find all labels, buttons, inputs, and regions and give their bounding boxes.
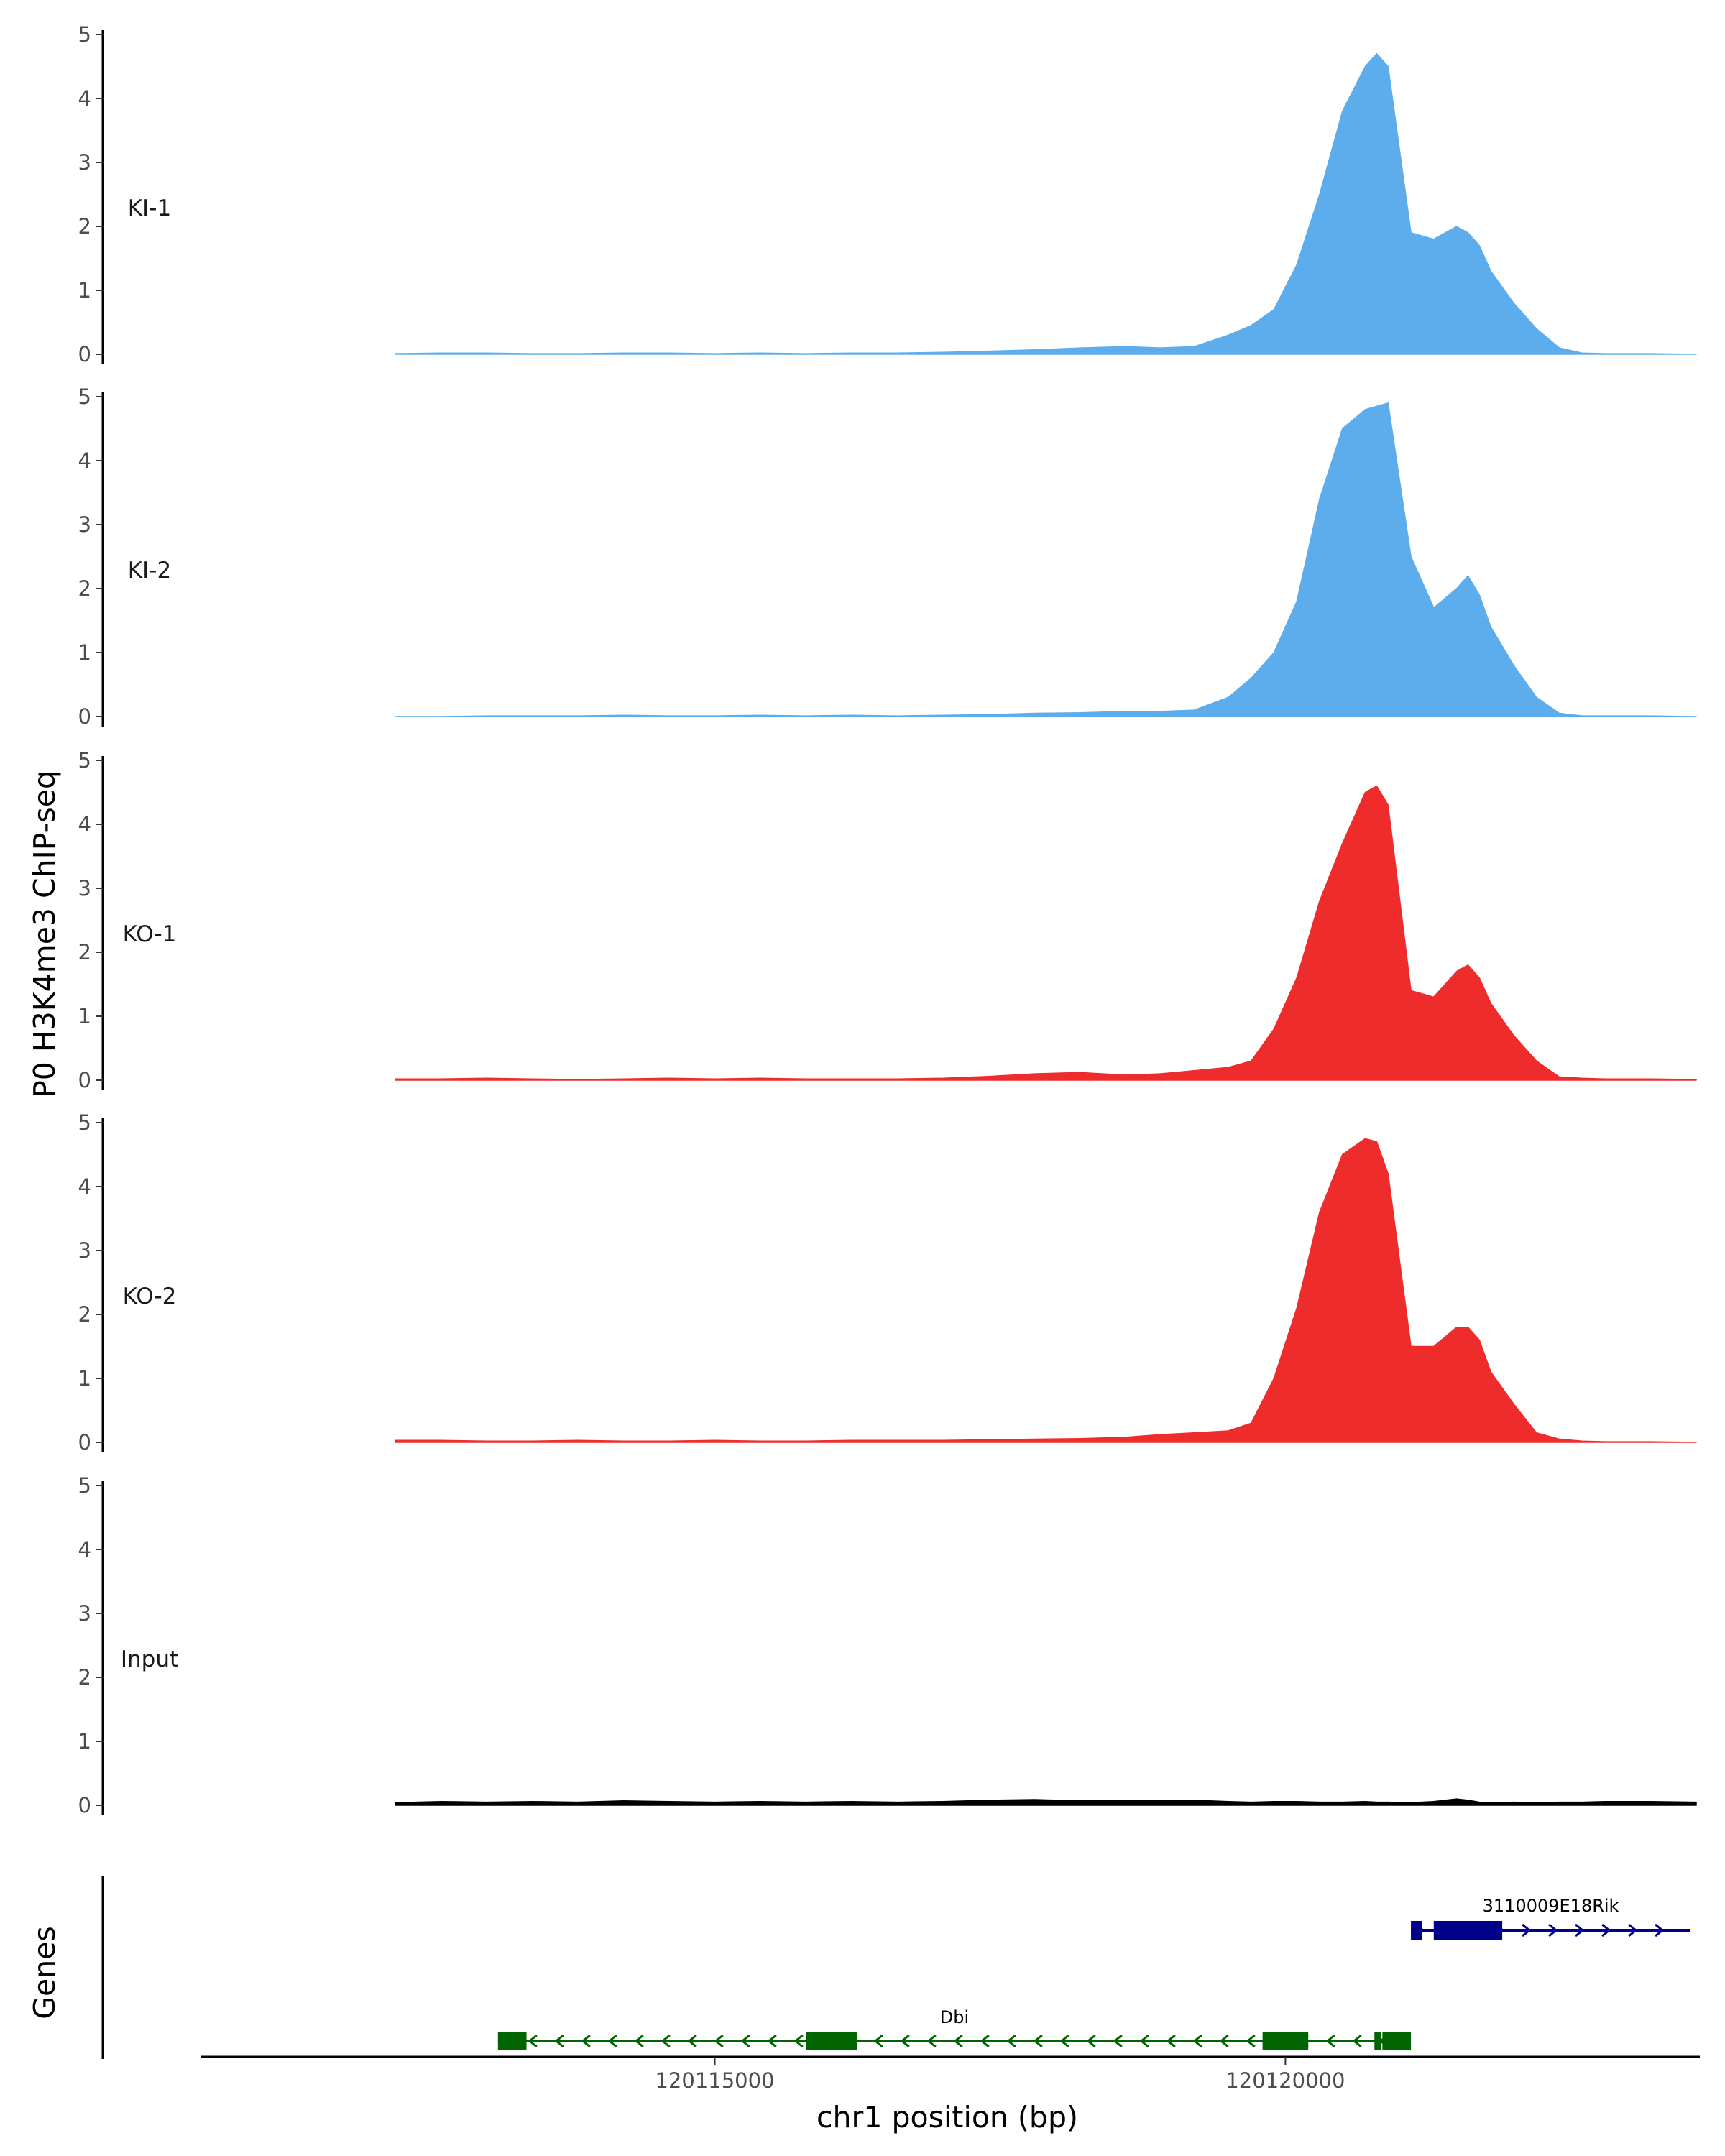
y-tick-label: 2: [78, 1302, 91, 1327]
exon: [1433, 1921, 1503, 1940]
y-tick-label: 2: [78, 576, 91, 601]
strand-arrow: [1601, 1923, 1611, 1938]
y-tick-label: 1: [78, 640, 91, 665]
strand-arrow: [1575, 1923, 1585, 1938]
track-label: KO-1: [123, 921, 177, 947]
gene-3110009e18rik: 3110009E18Rik: [1411, 1896, 1691, 1940]
strand-arrow: [767, 2034, 777, 2048]
strand-arrow: [1219, 2034, 1229, 2048]
strand-arrow: [926, 2034, 937, 2048]
exon: [1374, 2032, 1381, 2050]
strand-arrow: [900, 2034, 910, 2048]
y-tick-label: 0: [78, 1068, 91, 1092]
y-tick-label: 4: [78, 1537, 91, 1562]
y-tick-label: 5: [78, 748, 91, 773]
y-tick-label: 4: [78, 812, 91, 837]
x-axis-title: chr1 position (bp): [816, 2100, 1078, 2134]
gene-dbi: Dbi: [497, 2007, 1412, 2050]
track-input: 0 1 2 3 4 5 Input: [78, 1473, 1697, 1818]
y-tick-label: 0: [78, 1430, 91, 1455]
y-tick-label: 5: [78, 1473, 91, 1498]
strand-arrow: [1139, 2034, 1149, 2048]
track-label: KO-2: [123, 1284, 177, 1309]
y-tick-label: 4: [78, 86, 91, 111]
y-tick-label: 4: [78, 1174, 91, 1199]
strand-arrow: [1628, 1923, 1638, 1938]
track-label: Input: [121, 1646, 178, 1672]
strand-arrow: [980, 2034, 990, 2048]
y-tick-label: 0: [78, 704, 91, 729]
track-label: KI-2: [128, 558, 171, 584]
track-ko-2: 0 1 2 3 4 5 KO-2: [78, 1110, 1697, 1455]
strand-arrow: [873, 2034, 883, 2048]
strand-arrow: [1006, 2034, 1016, 2048]
y-tick-label: 3: [78, 876, 91, 900]
strand-arrow: [740, 2034, 750, 2048]
exon: [806, 2032, 857, 2050]
strand-arrow: [1522, 1923, 1532, 1938]
strand-arrow: [1059, 2034, 1070, 2048]
strand-arrow: [1352, 2034, 1362, 2048]
strand-arrow: [1548, 1923, 1558, 1938]
y-tick-label: 3: [78, 512, 91, 537]
y-tick-label: 1: [78, 1366, 91, 1391]
y-axis-title: P0 H3K4me3 ChIP-seq: [27, 770, 62, 1098]
y-tick-label: 3: [78, 1238, 91, 1263]
y-tick-label: 5: [78, 22, 91, 47]
y-tick-label: 4: [78, 448, 91, 473]
y-tick-label: 5: [78, 384, 91, 409]
exon: [1382, 2032, 1412, 2050]
strand-arrow: [1246, 2034, 1256, 2048]
coverage-area-ki-2: [395, 402, 1697, 717]
track-ki-1: 0 1 2 3 4 5 KI-1: [78, 22, 1697, 367]
y-tick-label: 1: [78, 1729, 91, 1754]
strand-arrow: [714, 2034, 724, 2048]
strand-arrow: [528, 2034, 538, 2048]
strand-arrow: [1113, 2034, 1123, 2048]
gene-label: 3110009E18Rik: [1483, 1896, 1619, 1916]
strand-arrow: [581, 2034, 591, 2048]
strand-arrow: [634, 2034, 644, 2048]
coverage-area-ki-1: [395, 52, 1697, 355]
gene-label: Dbi: [940, 2007, 969, 2027]
y-tick-label: 3: [78, 150, 91, 175]
track-label: KI-1: [128, 195, 171, 221]
strand-arrow: [1655, 1923, 1665, 1938]
exon: [1262, 2032, 1309, 2050]
exon: [1411, 1921, 1422, 1940]
track-ko-1: 0 1 2 3 4 5 KO-1: [78, 748, 1697, 1092]
exon: [497, 2032, 527, 2050]
strand-arrow: [661, 2034, 671, 2048]
strand-arrow: [953, 2034, 963, 2048]
y-tick-label: 5: [78, 1110, 91, 1135]
y-tick-label: 2: [78, 940, 91, 964]
coverage-area-ko-1: [395, 785, 1697, 1081]
x-axis: 120115000 120120000: [201, 2055, 1700, 2093]
strand-arrow: [1166, 2034, 1176, 2048]
coverage-area-input: [395, 1798, 1697, 1806]
strand-arrow: [687, 2034, 697, 2048]
y-tick-label: 2: [78, 1665, 91, 1690]
strand-arrow: [1325, 2034, 1335, 2048]
track-ki-2: 0 1 2 3 4 5 KI-2: [78, 384, 1697, 729]
y-tick-label: 1: [78, 1004, 91, 1028]
y-tick-label: 0: [78, 342, 91, 367]
x-tick-label: 120115000: [655, 2068, 774, 2093]
strand-arrow: [1086, 2034, 1096, 2048]
y-tick-label: 0: [78, 1793, 91, 1818]
genes-axis-title: Genes: [27, 1926, 62, 2019]
strand-arrow: [607, 2034, 617, 2048]
y-tick-label: 2: [78, 214, 91, 239]
coverage-tracks: 0 1 2 3 4 5 KI-1 0 1 2 3 4 5 KI-2 0 1 2 3 4 5 KO-1 0 1 2 3 4 5 KO-2…: [78, 22, 1697, 1818]
strand-arrow: [1192, 2034, 1202, 2048]
y-tick-label: 1: [78, 278, 91, 303]
y-tick-label: 3: [78, 1601, 91, 1626]
strand-arrow: [1033, 2034, 1043, 2048]
coverage-area-ko-2: [395, 1138, 1697, 1443]
x-tick-label: 120120000: [1225, 2068, 1345, 2093]
gene-annotation-panel: 3110009E18Rik Dbi: [101, 1876, 1691, 2059]
strand-arrow: [554, 2034, 564, 2048]
strand-arrow: [794, 2034, 804, 2048]
